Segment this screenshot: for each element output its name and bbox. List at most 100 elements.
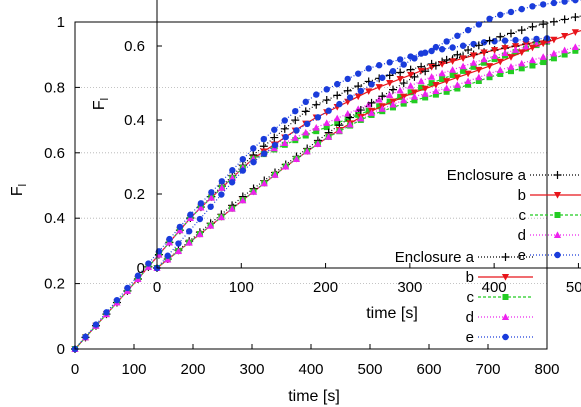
series-marker-d (378, 105, 386, 112)
series-marker-a (453, 50, 462, 59)
series-marker-d (314, 140, 322, 147)
series-marker-c (344, 115, 351, 122)
series-marker-d (365, 100, 373, 108)
ytick-label: 0.2 (124, 186, 145, 203)
series-marker-b (410, 89, 419, 97)
inset-ylabel-sub: l (99, 98, 111, 100)
series-marker-e (82, 333, 89, 340)
series-marker-b (507, 54, 515, 61)
series-marker-d (539, 53, 547, 60)
series-marker-d (410, 92, 419, 100)
series-marker-e (518, 5, 525, 13)
series-marker-d (217, 213, 225, 221)
series-marker-e (386, 59, 393, 66)
series-marker-b (443, 78, 451, 85)
ytick-label: 0.8 (44, 79, 65, 96)
series-marker-e (218, 178, 226, 185)
ytick-label: 0.6 (44, 145, 65, 162)
series-marker-d (501, 49, 509, 56)
legend-label-a: Enclosure a (395, 249, 475, 266)
series-marker-d (396, 86, 404, 94)
plot-axes-lines (156, 0, 581, 269)
series-marker-d (312, 123, 320, 131)
series-marker-e (438, 46, 446, 53)
series-marker-d (400, 96, 408, 104)
series-marker-b (459, 55, 467, 62)
series-marker-e (145, 260, 152, 267)
series-marker-c (561, 51, 568, 58)
series-marker-a (571, 13, 580, 22)
series-marker-d (480, 55, 488, 63)
series-marker-a (464, 46, 473, 55)
series-marker-b (464, 70, 472, 78)
series-marker-d (302, 128, 310, 136)
series-marker-a (560, 15, 569, 24)
series-marker-e (346, 94, 354, 101)
xtick-label: 400 (482, 279, 507, 296)
series-marker-d (357, 114, 365, 122)
series-marker-d (496, 66, 504, 74)
series-marker-e (379, 74, 386, 81)
series-marker-a (270, 133, 279, 142)
main-ylabel-main: F (9, 186, 26, 196)
series-marker-b (469, 52, 478, 60)
series-marker-e (464, 26, 472, 34)
series-marker-d (428, 73, 436, 80)
series-marker-b (354, 93, 362, 101)
main-grid (75, 87, 547, 285)
legend-marker-d (501, 313, 510, 320)
legend-marker-d (553, 231, 562, 238)
series-marker-c (365, 107, 372, 114)
series-marker-c (376, 103, 383, 110)
series-marker-b (421, 85, 429, 93)
legend-label-d: d (518, 227, 526, 244)
series-marker-e (281, 117, 288, 124)
series-marker-d (375, 96, 383, 103)
series-marker-d (218, 184, 226, 191)
legend-marker-e (554, 251, 561, 259)
series-marker-e (314, 114, 322, 121)
main-xlabel: time [s] (288, 388, 340, 405)
series-marker-e (539, 1, 547, 8)
series-marker-d (228, 205, 236, 212)
series-marker-c (400, 100, 407, 107)
ytick-label: 0.4 (44, 210, 65, 227)
ytick-label: 1 (57, 14, 65, 31)
series-marker-b (475, 66, 483, 74)
series-marker-e (292, 107, 299, 115)
legend-marker-a (553, 171, 562, 179)
series-marker-a (333, 91, 342, 100)
series-marker-e (113, 296, 121, 304)
xtick-label: 700 (475, 361, 500, 378)
series-marker-d (325, 133, 333, 140)
xtick-label: 0 (71, 361, 79, 378)
series-marker-e (561, 0, 568, 5)
series-marker-e (185, 228, 193, 235)
series-marker-e (218, 191, 225, 198)
series-marker-d (333, 114, 341, 122)
series-marker-e (124, 284, 131, 292)
series-marker-b (386, 80, 394, 87)
legend-label-b: b (466, 269, 474, 286)
series-marker-e (459, 42, 467, 49)
xtick-label: 600 (416, 361, 441, 378)
series-marker-b (375, 84, 383, 91)
series-marker-c (443, 88, 450, 95)
series-marker-c (470, 63, 477, 70)
series-marker-e (176, 223, 184, 231)
series-marker-c (323, 124, 330, 131)
series-marker-e (411, 55, 418, 62)
ytick-label: 0.6 (124, 38, 145, 55)
series-marker-d (438, 69, 446, 77)
series-marker-a (485, 36, 494, 45)
series-marker-a (356, 106, 365, 115)
series-marker-c (465, 81, 472, 88)
series-marker-d (453, 81, 461, 88)
series-marker-e (261, 150, 268, 157)
series-line-d (74, 40, 548, 350)
series-marker-d (561, 46, 569, 54)
xtick-label: 400 (298, 361, 323, 378)
series-marker-b (485, 63, 494, 70)
series-marker-d (291, 134, 299, 141)
